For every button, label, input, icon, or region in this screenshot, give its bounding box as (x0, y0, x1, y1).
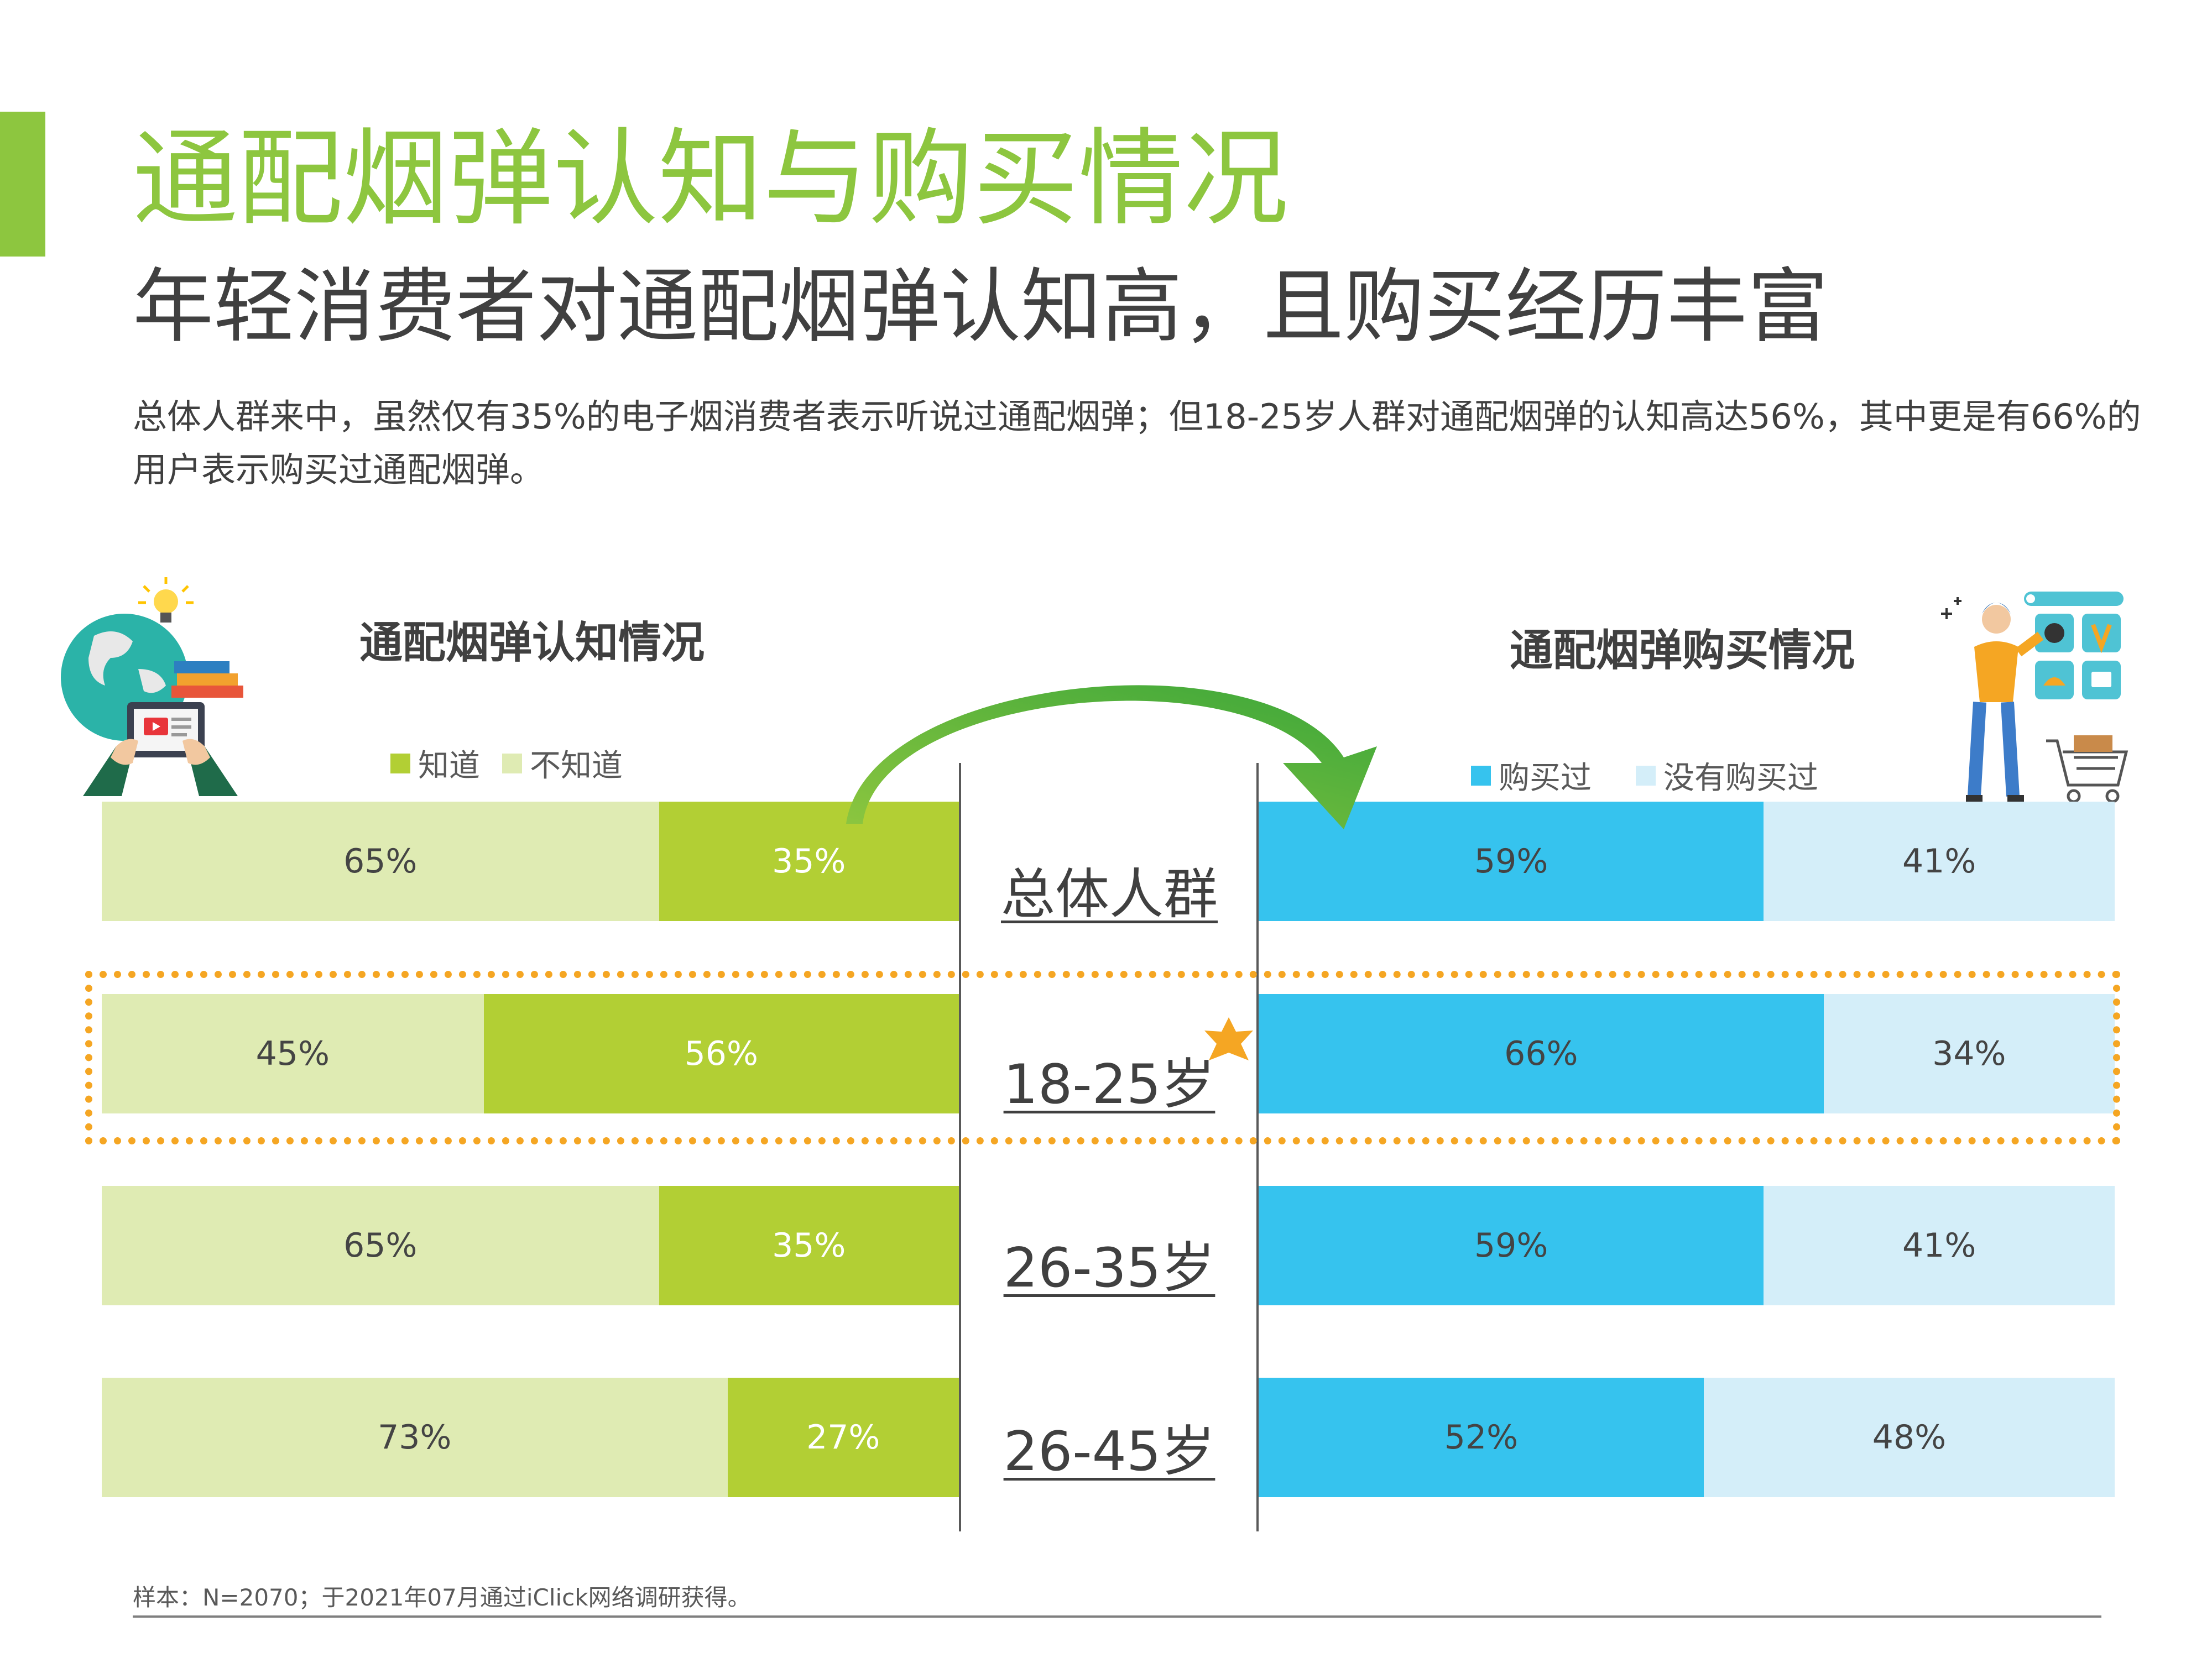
awareness-bar-row: 45% 56% (102, 994, 959, 1113)
purchase-chart-title: 通配烟弹购买情况 (1510, 626, 1855, 676)
awareness-legend: 知道 不知道 (390, 741, 645, 786)
product-grid-icon (2035, 614, 2121, 699)
legend-label-not-know: 不知道 (530, 748, 623, 784)
legend-label-know: 知道 (418, 748, 480, 784)
footer-note: 样本：N=2070；于2021年07月通过iClick网络调研获得。 (133, 1584, 751, 1611)
divider-right (1256, 763, 1259, 1531)
legend-item-not-bought: 没有购买过 (1636, 753, 1818, 798)
lightbulb-icon (138, 577, 194, 623)
purchase-bar-row: 59% 41% (1259, 1186, 2115, 1305)
legend-swatch-not-know (502, 753, 522, 773)
star-icon (1204, 1017, 1253, 1060)
bar-segment-not-know: 45% (102, 994, 484, 1113)
person-icon (1966, 603, 2044, 803)
awareness-bar-row: 65% 35% (102, 1186, 959, 1305)
bar-segment-not-bought: 41% (1764, 1186, 2115, 1305)
legend-item-bought: 购买过 (1471, 753, 1592, 798)
shopper-with-cart-icon (1941, 592, 2128, 803)
row-label-26-35: 26-35岁 (1003, 1237, 1215, 1300)
awareness-bar-row: 65% 35% (102, 802, 959, 921)
row-label-overall: 总体人群 (1000, 863, 1218, 926)
footer-divider (133, 1615, 2101, 1618)
bar-segment-not-bought: 41% (1764, 802, 2115, 921)
legend-swatch-know (390, 753, 410, 773)
legend-label-not-bought: 没有购买过 (1663, 760, 1818, 796)
divider-left (959, 763, 961, 1531)
accent-bar (0, 112, 45, 257)
purchase-bar-row: 66% 34% (1259, 994, 2115, 1113)
sparkle-icon (1941, 597, 1961, 619)
books-icon (171, 661, 243, 698)
description-text: 总体人群来中，虽然仅有35%的电子烟消费者表示听说过通配烟弹；但18-25岁人群… (133, 396, 2141, 490)
bar-segment-bought: 66% (1259, 994, 1824, 1113)
awareness-chart-title: 通配烟弹认知情况 (359, 618, 705, 668)
bar-segment-know: 35% (659, 802, 959, 921)
row-label-18-25: 18-25岁 (1003, 1053, 1215, 1116)
bar-segment-not-know: 73% (102, 1378, 728, 1497)
legend-swatch-bought (1471, 765, 1491, 786)
bar-segment-know: 56% (483, 994, 959, 1113)
purchase-bar-row: 59% 41% (1259, 802, 2115, 921)
row-label-26-45: 26-45岁 (1003, 1420, 1215, 1483)
bar-segment-bought: 52% (1259, 1378, 1704, 1497)
purchase-bar-row: 52% 48% (1259, 1378, 2115, 1497)
bar-segment-not-bought: 48% (1703, 1378, 2115, 1497)
highlight-box (85, 971, 2120, 1144)
bar-segment-bought: 59% (1259, 1186, 1764, 1305)
legend-item-know: 知道 (390, 741, 480, 786)
awareness-bar-row: 73% 27% (102, 1378, 959, 1497)
globe-tablet-lightbulb-icon (61, 577, 243, 796)
bar-segment-not-know: 65% (102, 1186, 659, 1305)
page-subtitle: 年轻消费者对通配烟弹认知高，且购买经历丰富 (133, 260, 1828, 354)
bar-segment-know: 35% (659, 1186, 959, 1305)
curved-arrow-icon (846, 685, 1377, 829)
legend-label-bought: 购买过 (1499, 760, 1592, 796)
bar-segment-know: 27% (727, 1378, 959, 1497)
legend-swatch-not-bought (1636, 765, 1656, 786)
bar-segment-not-bought: 34% (1823, 994, 2115, 1113)
bar-segment-not-know: 65% (102, 802, 659, 921)
page-title: 通配烟弹认知与购买情况 (133, 118, 1289, 240)
hands-icon (83, 739, 238, 796)
purchase-legend: 购买过 没有购买过 (1471, 753, 1840, 798)
legend-item-not-know: 不知道 (502, 741, 623, 786)
